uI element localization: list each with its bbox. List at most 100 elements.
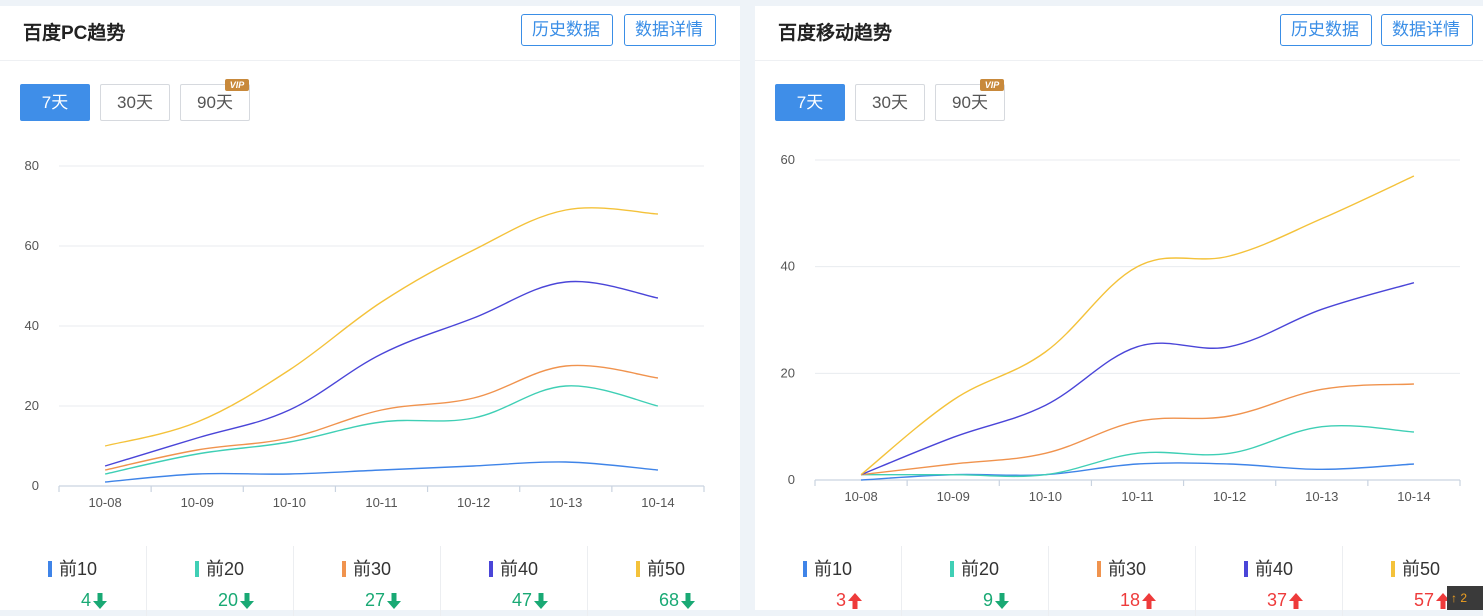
range-7-days-button[interactable]: 7天 (775, 84, 845, 121)
y-tick-label: 40 (25, 318, 39, 333)
x-tick-label: 10-13 (549, 495, 582, 510)
stat-label-text: 前40 (1255, 559, 1294, 579)
x-tick-label: 10-10 (273, 495, 306, 510)
scroll-top-label: 2 (1460, 591, 1468, 605)
x-tick-label: 10-08 (844, 489, 877, 504)
pc-trend-panel: 百度PC趋势 历史数据 数据详情 7天 30天 90天 VIP 0 20 40 60 8… (0, 6, 740, 616)
stat-label-text: 前30 (353, 559, 392, 579)
series-line (860, 281, 1415, 476)
series-line (104, 385, 659, 475)
stat-label: 前30 (1097, 555, 1146, 581)
series-color-marker (803, 561, 807, 577)
arrow-down-icon (995, 593, 1009, 609)
range-30-days-button[interactable]: 30天 (855, 84, 925, 121)
stat-label-text: 前20 (206, 559, 245, 579)
stat-item: 前20 20 (147, 546, 294, 616)
stat-value: 9 (983, 590, 1009, 611)
stat-value: 68 (659, 590, 695, 611)
series-line (105, 461, 658, 483)
stat-label-text: 前10 (59, 559, 98, 579)
y-tick-label: 60 (25, 238, 39, 253)
y-tick-label: 0 (32, 478, 39, 493)
arrow-down-icon (93, 593, 107, 609)
stat-item: 前10 4 (0, 546, 147, 616)
range-90-days-button[interactable]: 90天 VIP (180, 79, 250, 121)
stat-value-text: 27 (364, 590, 385, 610)
arrow-down-icon (681, 593, 695, 609)
stat-label: 前50 (636, 555, 685, 581)
panel-header: 百度PC趋势 历史数据 数据详情 (0, 6, 740, 61)
series-color-marker (195, 561, 199, 577)
arrow-up-icon (1142, 593, 1156, 609)
stat-label: 前20 (950, 555, 999, 581)
stat-item: 前20 9 (902, 546, 1049, 616)
arrow-down-icon (387, 593, 401, 609)
stat-value-text: 4 (80, 590, 91, 610)
stat-label-text: 前20 (961, 559, 1000, 579)
series-color-marker (636, 561, 640, 577)
stat-item: 前40 47 (441, 546, 588, 616)
series-line (104, 280, 659, 467)
stat-value: 4 (81, 590, 107, 611)
stat-item: 前40 37 (1196, 546, 1343, 616)
x-tick-label: 10-10 (1029, 489, 1062, 504)
stat-label: 前50 (1391, 555, 1440, 581)
mobile-trend-chart: 0 20 40 60 10-08 10-09 10-10 10-11 10-12 10-13 10-… (781, 152, 1461, 504)
x-tick-label: 10-14 (1397, 489, 1430, 504)
panel-header: 百度移动趋势 历史数据 数据详情 (755, 6, 1483, 61)
range-90-days-label: 90天 (197, 93, 233, 112)
data-detail-button[interactable]: 数据详情 (1381, 14, 1473, 46)
series-color-marker (1244, 561, 1248, 577)
divider (293, 546, 294, 616)
divider (901, 546, 902, 616)
stat-label: 前30 (342, 555, 391, 581)
arrow-down-icon (240, 593, 254, 609)
stat-label-text: 前30 (1108, 559, 1147, 579)
stat-label-text: 前50 (647, 559, 686, 579)
vip-badge: VIP (225, 79, 249, 91)
x-tick-label: 10-12 (457, 495, 490, 510)
stat-item: 前50 68 (588, 546, 735, 616)
panel-title: 百度移动趋势 (778, 23, 893, 44)
arrow-up-icon (1436, 593, 1450, 609)
arrow-up-icon: ↑ (1451, 591, 1457, 605)
divider (440, 546, 441, 616)
x-tick-label: 10-11 (365, 495, 397, 510)
pc-stats-row: 前10 4 前20 20 前30 27 前40 47 前50 68 (0, 546, 740, 616)
stat-value-text: 20 (217, 590, 238, 610)
range-7-days-button[interactable]: 7天 (20, 84, 90, 121)
stat-value: 37 (1267, 590, 1303, 611)
x-tick-label: 10-11 (1121, 489, 1153, 504)
y-tick-label: 80 (25, 158, 39, 173)
range-90-days-button[interactable]: 90天 VIP (935, 79, 1005, 121)
arrow-down-icon (534, 593, 548, 609)
y-tick-label: 20 (781, 365, 795, 380)
y-tick-label: 20 (25, 398, 39, 413)
data-detail-button[interactable]: 数据详情 (624, 14, 716, 46)
stat-item: 前30 18 (1049, 546, 1196, 616)
series-color-marker (1097, 561, 1101, 577)
series-color-marker (1391, 561, 1395, 577)
vip-badge: VIP (980, 79, 1004, 91)
stat-value-text: 18 (1119, 590, 1140, 610)
x-tick-label: 10-09 (181, 495, 214, 510)
series-color-marker (950, 561, 954, 577)
scroll-to-top-button[interactable]: ↑ 2 (1447, 586, 1483, 610)
stat-value: 3 (836, 590, 862, 611)
stat-value-text: 3 (835, 590, 846, 610)
series-color-marker (342, 561, 346, 577)
stat-item: 前10 3 (755, 546, 902, 616)
stat-value-text: 47 (511, 590, 532, 610)
divider (1342, 546, 1343, 616)
stat-value: 47 (512, 590, 548, 611)
x-tick-label: 10-12 (1213, 489, 1246, 504)
series-color-marker (48, 561, 52, 577)
history-data-button[interactable]: 历史数据 (1280, 14, 1372, 46)
divider (587, 546, 588, 616)
history-data-button[interactable]: 历史数据 (521, 14, 613, 46)
stat-label: 前20 (195, 555, 244, 581)
mobile-stats-row: 前10 3 前20 9 前30 18 前40 37 前50 57 (755, 546, 1483, 616)
stat-value-text: 37 (1266, 590, 1287, 610)
stat-value-text: 9 (982, 590, 993, 610)
range-30-days-button[interactable]: 30天 (100, 84, 170, 121)
